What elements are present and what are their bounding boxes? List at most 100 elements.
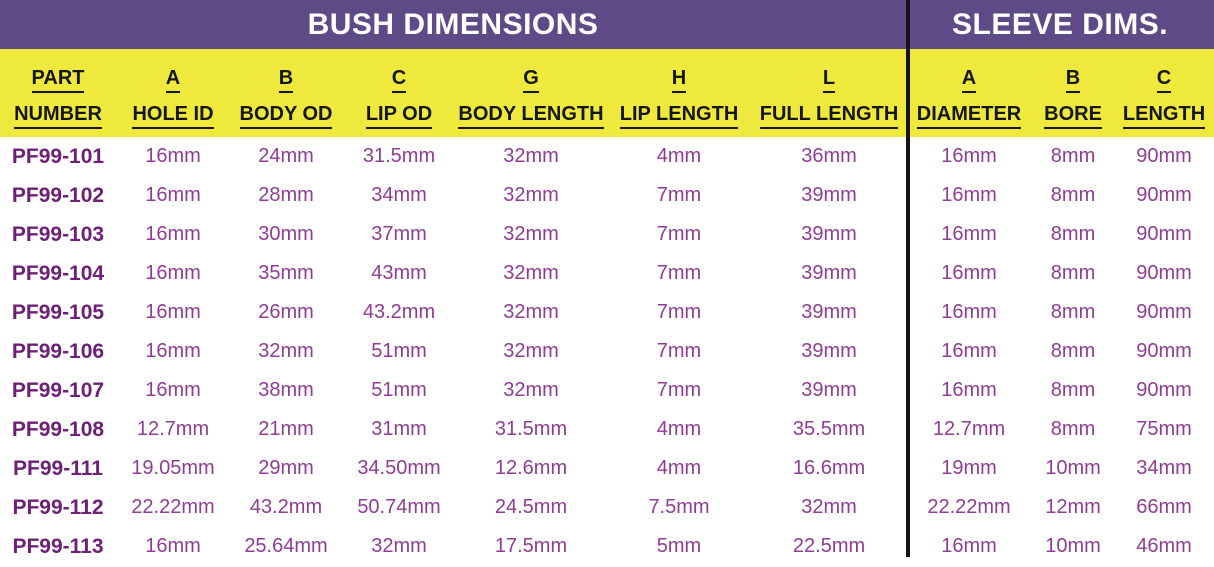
full-length-cell: 39mm xyxy=(801,340,857,362)
part-number-cell: PF99-103 xyxy=(11,222,105,246)
full-length-cell: 22.5mm xyxy=(792,535,866,557)
body-od-cell: 43.2mm xyxy=(249,496,323,518)
full-length-cell: 16.6mm xyxy=(792,457,866,479)
lip-length-cell: 7mm xyxy=(656,379,702,401)
sleeve-length-cell: 90mm xyxy=(1136,145,1192,167)
body-length-cell: 24.5mm xyxy=(494,496,568,518)
sleeve-diameter-cell: 19mm xyxy=(941,457,997,479)
col-letter-c-bush: C xyxy=(342,49,456,96)
sleeve-bore-cell: 8mm xyxy=(1050,262,1096,284)
lip-length-cell: 7mm xyxy=(656,301,702,323)
body-od-cell: 24mm xyxy=(258,145,314,167)
column-name-row: NUMBER HOLE ID BODY OD LIP OD BODY LENGT… xyxy=(0,96,1214,137)
part-number-cell: PF99-113 xyxy=(12,534,104,558)
lip-length-cell: 7mm xyxy=(656,262,702,284)
hole-id-cell: 16mm xyxy=(145,301,201,323)
col-name-body-od: BODY OD xyxy=(230,96,342,137)
hole-id-cell: 19.05mm xyxy=(131,457,215,479)
hole-id-cell: 16mm xyxy=(145,145,201,167)
full-length-cell: 39mm xyxy=(801,379,857,401)
hole-id-cell: 16mm xyxy=(145,262,201,284)
bush-dimensions-banner: BUSH DIMENSIONS xyxy=(0,0,907,49)
body-length-cell: 12.6mm xyxy=(494,457,568,479)
sleeve-diameter-cell: 16mm xyxy=(941,184,997,206)
lip-od-cell: 43mm xyxy=(371,262,427,284)
sleeve-length-cell: 90mm xyxy=(1136,262,1192,284)
sleeve-length-cell: 34mm xyxy=(1136,457,1192,479)
col-name-hole-id: HOLE ID xyxy=(116,96,230,137)
hole-id-cell: 16mm xyxy=(145,340,201,362)
lip-od-cell: 50.74mm xyxy=(357,496,441,518)
part-number-cell: PF99-106 xyxy=(11,339,105,363)
table-row: PF99-111 19.05mm 29mm 34.50mm 12.6mm 4mm 16.6m… xyxy=(0,449,1214,488)
body-length-cell: 32mm xyxy=(503,301,559,323)
sleeve-diameter-cell: 16mm xyxy=(941,262,997,284)
sleeve-length-cell: 75mm xyxy=(1136,418,1192,440)
sleeve-diameter-cell: 22.22mm xyxy=(927,496,1011,518)
hole-id-cell: 12.7mm xyxy=(136,418,210,440)
table-row: PF99-103 16mm 30mm 37mm 32mm 7mm 39mm 16mm 8mm 90… xyxy=(0,215,1214,254)
lip-od-cell: 31mm xyxy=(371,418,427,440)
col-name-diameter: DIAMETER xyxy=(906,96,1033,137)
body-od-cell: 21mm xyxy=(258,418,314,440)
col-letter-g: G xyxy=(456,49,606,96)
part-number-cell: PF99-112 xyxy=(12,495,104,519)
col-letter-c-sleeve: C xyxy=(1114,49,1214,96)
sleeve-diameter-cell: 16mm xyxy=(941,340,997,362)
hole-id-cell: 16mm xyxy=(145,184,201,206)
body-od-cell: 32mm xyxy=(258,340,314,362)
sleeve-length-cell: 90mm xyxy=(1136,301,1192,323)
body-od-cell: 25.64mm xyxy=(244,535,328,557)
full-length-cell: 39mm xyxy=(801,301,857,323)
table-row: PF99-112 22.22mm 43.2mm 50.74mm 24.5mm 7.5mm 3… xyxy=(0,488,1214,527)
sleeve-length-cell: 46mm xyxy=(1136,535,1192,557)
sleeve-dims-banner: SLEEVE DIMS. xyxy=(906,0,1214,49)
col-name-lip-length: LIP LENGTH xyxy=(606,96,752,137)
hole-id-cell: 22.22mm xyxy=(131,496,215,518)
column-letter-row: PART A B C G H L A B C xyxy=(0,49,1214,96)
full-length-cell: 39mm xyxy=(801,262,857,284)
lip-od-cell: 32mm xyxy=(371,535,427,557)
sleeve-bore-cell: 8mm xyxy=(1050,379,1096,401)
full-length-cell: 36mm xyxy=(801,145,857,167)
lip-length-cell: 4mm xyxy=(656,418,702,440)
sleeve-bore-cell: 8mm xyxy=(1050,145,1096,167)
lip-od-cell: 31.5mm xyxy=(362,145,436,167)
body-od-cell: 28mm xyxy=(258,184,314,206)
col-name-length: LENGTH xyxy=(1114,96,1214,137)
col-letter-b-sleeve: B xyxy=(1032,49,1115,96)
col-letter-part: PART xyxy=(0,49,116,96)
sleeve-diameter-cell: 16mm xyxy=(941,301,997,323)
body-length-cell: 32mm xyxy=(503,145,559,167)
lip-length-cell: 5mm xyxy=(656,535,702,557)
lip-od-cell: 34.50mm xyxy=(357,457,441,479)
body-length-cell: 32mm xyxy=(503,340,559,362)
sleeve-diameter-cell: 16mm xyxy=(941,379,997,401)
lip-od-cell: 37mm xyxy=(371,223,427,245)
col-name-lip-od: LIP OD xyxy=(342,96,456,137)
col-letter-b-bush: B xyxy=(230,49,342,96)
part-number-cell: PF99-102 xyxy=(11,183,105,207)
sleeve-length-cell: 90mm xyxy=(1136,223,1192,245)
lip-od-cell: 34mm xyxy=(371,184,427,206)
banner-row: BUSH DIMENSIONS SLEEVE DIMS. xyxy=(0,0,1214,49)
sleeve-length-cell: 90mm xyxy=(1136,379,1192,401)
hole-id-cell: 16mm xyxy=(145,379,201,401)
col-name-body-length: BODY LENGTH xyxy=(456,96,606,137)
part-number-cell: PF99-111 xyxy=(13,456,103,480)
lip-length-cell: 7mm xyxy=(656,223,702,245)
sleeve-bore-cell: 8mm xyxy=(1050,301,1096,323)
part-number-cell: PF99-104 xyxy=(11,261,105,285)
sleeve-diameter-cell: 16mm xyxy=(941,145,997,167)
section-divider xyxy=(906,0,910,557)
sleeve-length-cell: 90mm xyxy=(1136,340,1192,362)
sleeve-length-cell: 90mm xyxy=(1136,184,1192,206)
col-letter-a-sleeve: A xyxy=(906,49,1033,96)
lip-length-cell: 7.5mm xyxy=(648,496,710,518)
part-number-cell: PF99-101 xyxy=(11,144,105,168)
lip-od-cell: 51mm xyxy=(371,340,427,362)
sleeve-diameter-cell: 16mm xyxy=(941,535,997,557)
body-od-cell: 30mm xyxy=(258,223,314,245)
sleeve-bore-cell: 8mm xyxy=(1050,223,1096,245)
